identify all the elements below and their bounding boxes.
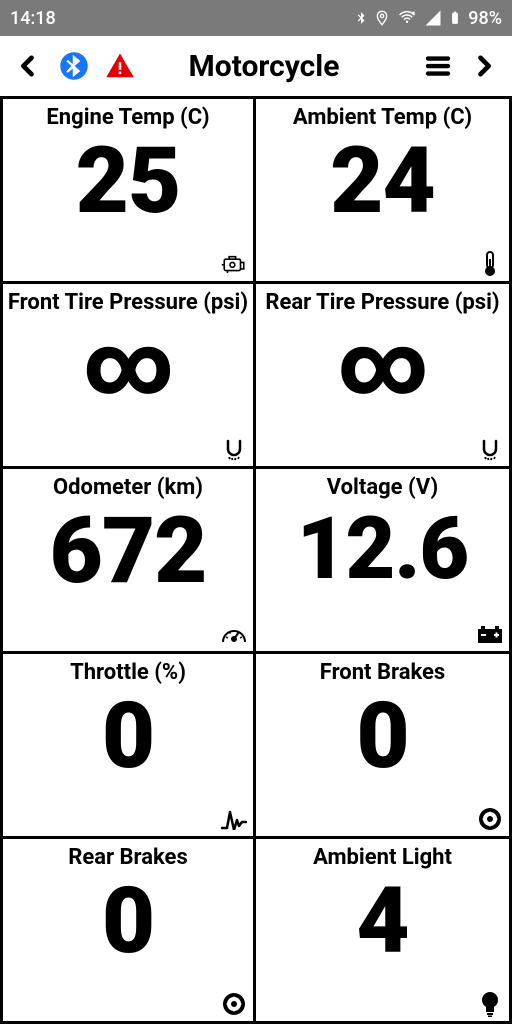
bluetooth-button[interactable] xyxy=(54,46,94,86)
gauge-value: ∞ xyxy=(83,321,173,407)
battery-status-icon xyxy=(448,8,462,28)
gauge-ambient-temp[interactable]: Ambient Temp (C) 24 xyxy=(256,99,512,284)
gauge-value: 25 xyxy=(76,136,181,228)
gauge-label: Throttle (%) xyxy=(70,660,186,685)
gauge-odometer[interactable]: Odometer (km) 672 xyxy=(0,469,256,654)
page-title: Motorcycle xyxy=(110,49,418,84)
gauge-label: Ambient Light xyxy=(313,845,452,870)
battery-icon xyxy=(477,621,503,647)
chevron-left-icon xyxy=(14,52,42,80)
gauge-rear-tire[interactable]: Rear Tire Pressure (psi) ∞ xyxy=(256,284,512,469)
gauge-ambient-light[interactable]: Ambient Light 4 xyxy=(256,839,512,1024)
brake-icon xyxy=(477,806,503,832)
gauge-label: Odometer (km) xyxy=(53,475,203,500)
gauge-value: 0 xyxy=(102,691,154,783)
bluetooth-small-icon xyxy=(354,9,368,27)
svg-text:x: x xyxy=(413,10,417,17)
gauge-value: 672 xyxy=(50,506,207,598)
gauge-grid: Engine Temp (C) 25 Ambient Temp (C) 24 F… xyxy=(0,96,512,1024)
location-icon xyxy=(374,9,390,27)
status-bar: 14:18 x 98% xyxy=(0,0,512,36)
gauge-front-tire[interactable]: Front Tire Pressure (psi) ∞ xyxy=(0,284,256,469)
bluetooth-icon xyxy=(59,51,89,81)
gauge-label: Rear Brakes xyxy=(68,845,188,870)
gauge-value: 24 xyxy=(330,136,435,228)
gauge-label: Voltage (V) xyxy=(327,475,438,500)
gauge-engine-temp[interactable]: Engine Temp (C) 25 xyxy=(0,99,256,284)
gauge-voltage[interactable]: Voltage (V) 12.6 xyxy=(256,469,512,654)
gauge-front-brakes[interactable]: Front Brakes 0 xyxy=(256,654,512,839)
gauge-rear-brakes[interactable]: Rear Brakes 0 xyxy=(0,839,256,1024)
gauge-label: Front Tire Pressure (psi) xyxy=(8,290,248,315)
gauge-value: 4 xyxy=(356,876,408,968)
pulse-icon xyxy=(221,806,247,832)
thermometer-icon xyxy=(477,251,503,277)
status-time: 14:18 xyxy=(10,8,56,29)
gauge-label: Rear Tire Pressure (psi) xyxy=(265,290,499,315)
gauge-value: ∞ xyxy=(337,321,427,407)
gauge-label: Ambient Temp (C) xyxy=(293,105,472,130)
back-button[interactable] xyxy=(8,46,48,86)
status-icons: x 98% xyxy=(354,8,502,29)
engine-icon xyxy=(221,251,247,277)
brake-icon xyxy=(221,991,247,1017)
gauge-value: 0 xyxy=(102,876,154,968)
gauge-throttle[interactable]: Throttle (%) 0 xyxy=(0,654,256,839)
gauge-value: 0 xyxy=(356,691,408,783)
chevron-right-icon xyxy=(470,52,498,80)
wifi-icon: x xyxy=(396,9,418,27)
battery-percent: 98% xyxy=(468,8,502,29)
signal-icon xyxy=(424,9,442,27)
gauge-label: Front Brakes xyxy=(320,660,445,685)
gauge-value: 12.6 xyxy=(297,506,469,592)
tire-icon xyxy=(221,436,247,462)
bulb-icon xyxy=(477,991,503,1017)
tire-icon xyxy=(477,436,503,462)
app-bar: Motorcycle xyxy=(0,36,512,96)
forward-button[interactable] xyxy=(464,46,504,86)
odometer-icon xyxy=(221,621,247,647)
hamburger-icon xyxy=(423,51,453,81)
menu-button[interactable] xyxy=(418,46,458,86)
gauge-label: Engine Temp (C) xyxy=(46,105,209,130)
